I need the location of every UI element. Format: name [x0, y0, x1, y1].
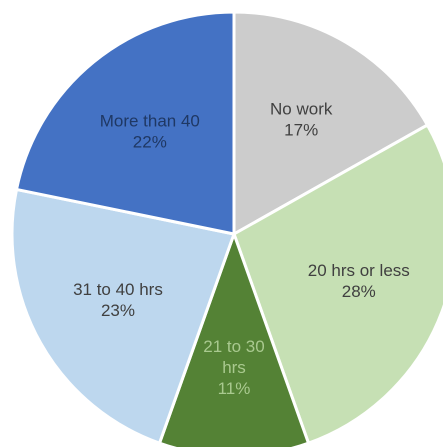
slice-category-label: 31 to 40 hrs [73, 280, 163, 299]
data-label-no-work: No work 17% [270, 99, 333, 139]
data-label-21-to-30-hrs: 21 to 30 hrs 11% [203, 337, 264, 398]
slice-category-label: More than 40 [100, 111, 200, 130]
pie-slice-20-hrs-or-less [232, 122, 443, 446]
slice-percent-label: 11% [218, 379, 251, 398]
data-label-31-to-40-hrs: 31 to 40 hrs 23% [73, 280, 163, 320]
pie-slice-no-work [232, 10, 430, 237]
pie-slice-21-to-30-hrs [157, 229, 311, 447]
slice-category-label: No work [270, 99, 333, 118]
slices-layer [10, 10, 443, 447]
pie-slice-31-to-40-hrs [10, 187, 236, 446]
slice-percent-label: 23% [101, 301, 135, 320]
slice-category-label: hrs [222, 358, 246, 377]
slice-category-label: 21 to 30 [203, 337, 264, 356]
data-label-more-than-40: More than 40 22% [100, 111, 200, 151]
slice-category-label: 20 hrs or less [308, 261, 410, 280]
data-label-20-hrs-or-less: 20 hrs or less 28% [308, 261, 410, 301]
slice-percent-label: 17% [284, 120, 318, 139]
labels-layer: No work 17% 20 hrs or less 28% 21 to 30 hrs 11… [73, 99, 410, 398]
slice-percent-label: 28% [342, 282, 376, 301]
slice-percent-label: 22% [133, 132, 167, 151]
pie-slice-more-than-40 [14, 10, 236, 236]
